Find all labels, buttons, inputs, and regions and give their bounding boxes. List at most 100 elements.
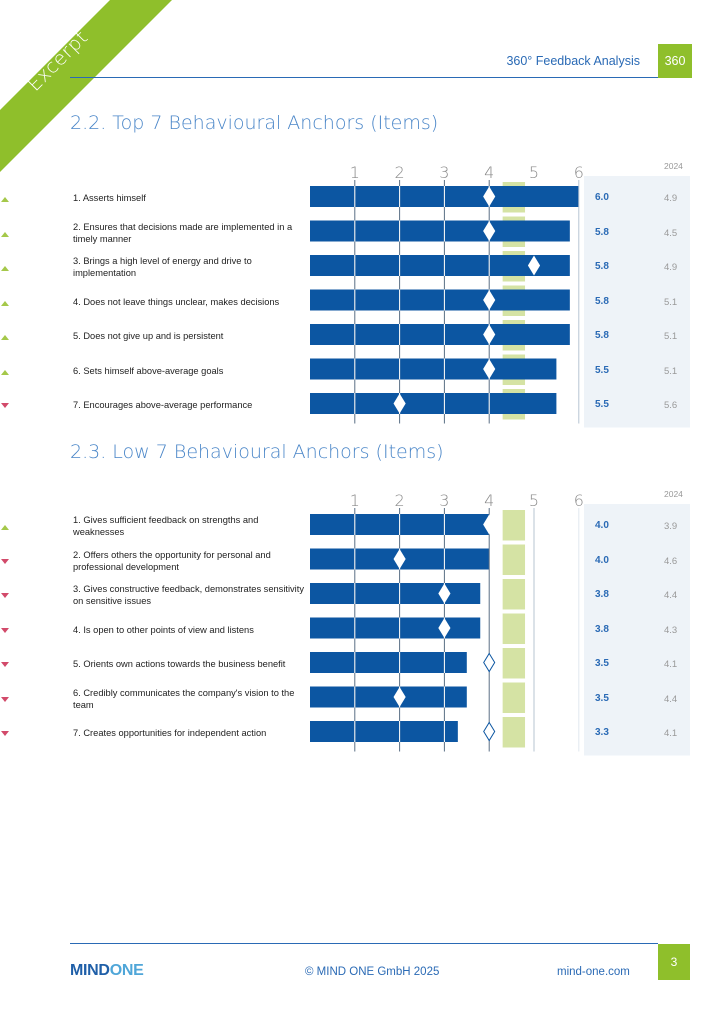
marker-diamond — [393, 549, 406, 569]
tick-label: 6 — [574, 163, 584, 182]
top-anchors-chart: 2024 1 2 3 4 5 6 1. Asserts himself 6.0 4.9 2. En… — [0, 158, 724, 428]
item-label: 3. Brings a high level of energy and dri… — [73, 256, 252, 278]
bar — [310, 652, 467, 673]
tick-label: 5 — [529, 163, 539, 182]
tick-label: 2 — [395, 491, 405, 510]
page-number: 3 — [658, 944, 690, 980]
score-value: 4.0 — [595, 554, 609, 566]
trend-glyph — [1, 731, 9, 736]
score-value: 5.8 — [595, 226, 609, 238]
year-label: 2024 — [664, 161, 683, 171]
item-label: 7. Creates opportunities for independent… — [73, 728, 267, 738]
score-value: 3.3 — [595, 727, 609, 738]
header-title: 360° Feedback Analysis — [506, 54, 640, 68]
trend-glyph — [1, 335, 9, 340]
trend-up-icon — [1, 525, 9, 530]
trend-up-icon — [1, 266, 9, 271]
marker-diamond — [483, 652, 496, 673]
header-badge: 360 — [658, 44, 692, 78]
tick-label: 2 — [395, 163, 405, 182]
tick-label: 3 — [439, 163, 449, 182]
bar — [310, 686, 467, 708]
marker-diamond — [438, 583, 451, 604]
item-label: 1. Gives sufficient feedback on strength… — [73, 515, 259, 537]
trend-up-icon — [1, 369, 9, 375]
previous-value: 4.3 — [664, 624, 678, 636]
item-label: 3. Gives constructive feedback, demonstr… — [73, 584, 304, 606]
norm-band — [502, 510, 526, 541]
trend-down-icon — [1, 403, 9, 408]
trend-glyph — [1, 627, 9, 633]
score-value: 5.8 — [595, 330, 609, 341]
item-label: 7. Encourages above-average performance — [73, 400, 253, 410]
bar — [310, 255, 570, 276]
trend-glyph — [1, 662, 9, 667]
previous-value: 3.9 — [664, 521, 678, 532]
tick-label: 3 — [439, 491, 449, 510]
trend-glyph — [1, 593, 9, 598]
bar — [310, 583, 481, 604]
score-value: 5.5 — [595, 364, 609, 376]
previous-value: 5.1 — [664, 296, 678, 308]
previous-value: 4.4 — [664, 693, 678, 705]
trend-down-icon — [1, 558, 9, 564]
section-title-low: 2.3. Low 7 Behavioural Anchors (Items) — [70, 441, 444, 463]
previous-value: 4.6 — [664, 555, 678, 567]
item-label: 1. Asserts himself — [73, 193, 146, 203]
marker-diamond — [483, 721, 496, 742]
trend-down-icon — [1, 662, 9, 667]
tick-label: 6 — [574, 491, 584, 510]
chart-svg: 1 2 3 4 5 6 — [310, 491, 690, 756]
marker-diamond — [483, 290, 496, 310]
trend-up-icon — [1, 300, 9, 306]
tick-label: 4 — [484, 163, 494, 182]
website-link[interactable]: mind-one.com — [557, 966, 630, 978]
score-value: 3.8 — [595, 589, 609, 600]
trend-glyph — [1, 300, 9, 306]
score-value: 4.0 — [595, 520, 609, 531]
copyright: © MIND ONE GmbH 2025 — [305, 966, 440, 978]
previous-value: 4.5 — [664, 227, 678, 239]
item-label: 4. Is open to other points of view and l… — [73, 624, 254, 635]
score-value: 5.8 — [595, 261, 609, 272]
item-label: 4. Does not leave things unclear, makes … — [73, 296, 280, 307]
marker-diamond — [438, 618, 451, 638]
previous-value: 4.1 — [664, 659, 678, 670]
trend-glyph — [1, 525, 9, 530]
norm-band — [502, 648, 526, 679]
trend-glyph — [1, 403, 9, 408]
item-label: 5. Does not give up and is persistent — [73, 331, 224, 341]
trend-down-icon — [1, 593, 9, 598]
score-value: 3.5 — [595, 658, 609, 669]
previous-value: 4.1 — [664, 728, 678, 739]
item-label: 2. Offers others the opportunity for per… — [73, 549, 271, 572]
previous-value: 5.6 — [664, 400, 678, 411]
tick-label: 5 — [529, 491, 539, 510]
score-value: 3.8 — [595, 623, 609, 635]
bar — [310, 289, 570, 311]
trend-down-icon — [1, 731, 9, 736]
tick-label: 1 — [350, 163, 360, 182]
score-panel — [584, 176, 690, 428]
marker-diamond — [393, 687, 406, 707]
marker-diamond — [483, 514, 496, 535]
norm-band — [502, 717, 526, 748]
norm-band — [502, 544, 526, 575]
trend-glyph — [1, 558, 9, 564]
item-label: 6. Credibly communicates the company's v… — [73, 687, 295, 710]
score-panel — [584, 504, 690, 756]
previous-value: 4.9 — [664, 262, 678, 273]
norm-band — [502, 682, 526, 713]
trend-glyph — [1, 369, 9, 375]
bar — [310, 617, 481, 639]
marker-diamond — [483, 186, 496, 207]
trend-up-icon — [1, 197, 9, 202]
trend-glyph — [1, 696, 9, 702]
norm-band — [502, 613, 526, 644]
score-value: 5.8 — [595, 295, 609, 307]
score-value: 3.5 — [595, 692, 609, 704]
trend-down-icon — [1, 696, 9, 702]
previous-value: 4.9 — [664, 193, 678, 204]
bar — [310, 220, 570, 242]
ribbon-shape — [0, 0, 172, 172]
